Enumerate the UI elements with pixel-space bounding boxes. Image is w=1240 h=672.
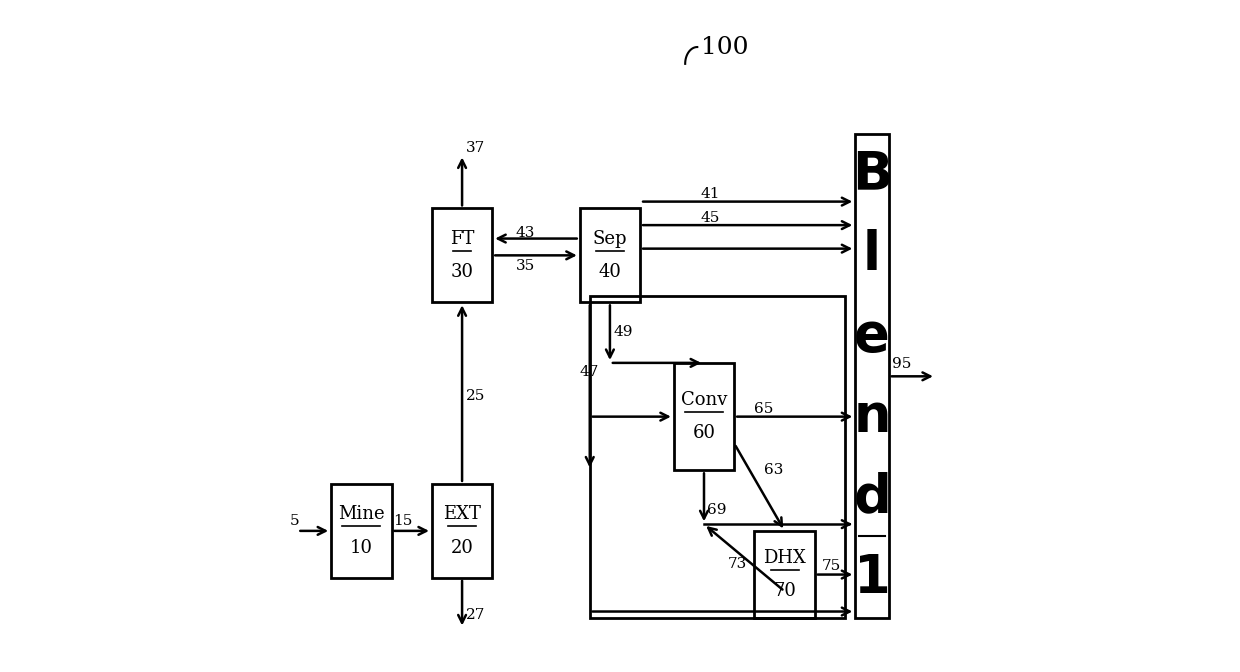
FancyBboxPatch shape (432, 208, 492, 302)
Text: 100: 100 (701, 36, 748, 58)
Text: e: e (854, 310, 890, 362)
Text: 47: 47 (579, 366, 599, 379)
Text: 35: 35 (516, 259, 536, 273)
Text: 30: 30 (450, 263, 474, 281)
Text: 73: 73 (728, 557, 746, 571)
Text: 43: 43 (516, 226, 536, 239)
Text: Conv: Conv (681, 391, 727, 409)
Text: DHX: DHX (763, 549, 806, 566)
Text: 63: 63 (765, 463, 784, 476)
Text: 37: 37 (465, 140, 485, 155)
FancyBboxPatch shape (856, 134, 889, 618)
Text: l: l (863, 229, 880, 282)
Text: 25: 25 (465, 389, 485, 403)
Text: Sep: Sep (593, 230, 627, 247)
Text: 49: 49 (614, 325, 632, 339)
Text: EXT: EXT (443, 505, 481, 523)
Text: 1: 1 (853, 552, 890, 604)
FancyBboxPatch shape (331, 484, 392, 578)
Text: Mine: Mine (339, 505, 384, 523)
FancyBboxPatch shape (432, 484, 492, 578)
Text: 10: 10 (350, 539, 373, 556)
Text: B: B (852, 149, 892, 201)
Text: FT: FT (450, 230, 474, 247)
Text: 15: 15 (393, 513, 412, 528)
Text: 75: 75 (822, 559, 841, 573)
FancyBboxPatch shape (673, 363, 734, 470)
Text: n: n (853, 390, 890, 443)
Text: 60: 60 (692, 425, 715, 442)
Text: d: d (853, 471, 890, 523)
Text: 20: 20 (450, 539, 474, 556)
Text: 27: 27 (465, 607, 485, 622)
Text: 65: 65 (754, 403, 774, 416)
FancyBboxPatch shape (754, 531, 815, 618)
Text: 69: 69 (707, 503, 727, 517)
Text: 95: 95 (892, 357, 911, 371)
Text: 45: 45 (701, 211, 720, 224)
Text: 41: 41 (701, 187, 720, 201)
FancyBboxPatch shape (579, 208, 640, 302)
Text: 40: 40 (599, 263, 621, 281)
Text: 70: 70 (774, 583, 796, 600)
Text: 5: 5 (289, 513, 299, 528)
